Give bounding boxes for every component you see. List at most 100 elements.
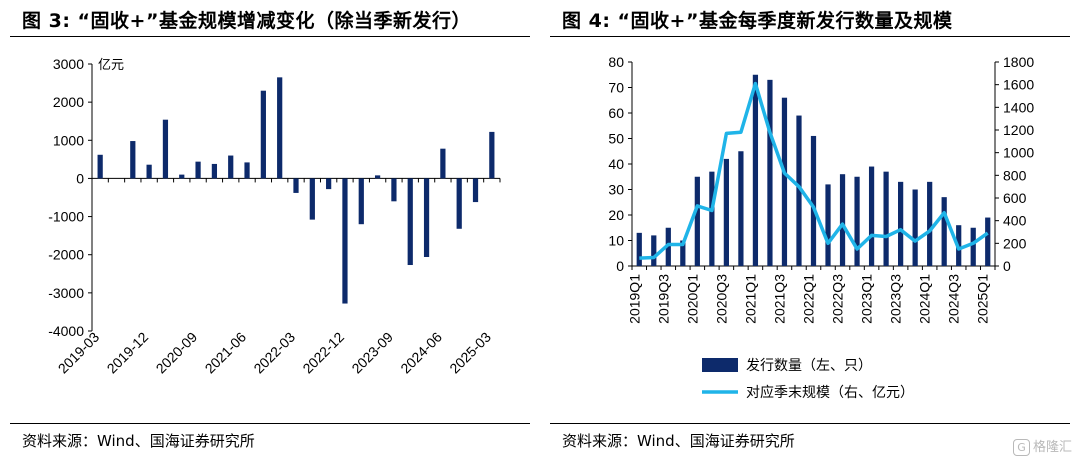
- bar: [912, 189, 918, 266]
- watermark-logo-icon: G: [1012, 439, 1030, 456]
- figure-3-source: 资料来源：Wind、国海证券研究所: [22, 432, 255, 450]
- bar: [651, 235, 657, 266]
- bar: [738, 151, 744, 266]
- y-tick-label: 1000: [53, 132, 84, 148]
- x-tick-label: 2025Q1: [975, 274, 991, 324]
- bar: [423, 178, 430, 258]
- x-tick-label: 2022-12: [299, 329, 347, 377]
- bar: [179, 174, 185, 179]
- right-y-tick-label: 600: [1003, 190, 1027, 206]
- bar: [456, 178, 462, 229]
- x-tick-label: 2021Q3: [771, 274, 787, 324]
- bar: [898, 181, 904, 266]
- legend-label-line: 对应季末规模（右、亿元）: [746, 384, 914, 400]
- figure-4-title: 图 4: “固收+”基金每季度新发行数量及规模: [562, 10, 953, 32]
- bar: [883, 171, 889, 266]
- x-tick-label: 2019Q3: [655, 274, 671, 324]
- figure-3-title: 图 3: “固收+”基金规模增减变化（除当季新发行）: [22, 10, 471, 32]
- bar: [680, 240, 686, 266]
- bar: [472, 178, 479, 203]
- y-tick-label: -1000: [48, 209, 84, 225]
- bar: [723, 158, 729, 266]
- x-tick-label: 2020Q1: [684, 274, 700, 324]
- left-y-tick-label: 10: [608, 233, 624, 249]
- left-y-tick-label: 30: [608, 182, 624, 198]
- x-tick-label: 2022Q3: [830, 274, 846, 324]
- left-y-tick-label: 50: [608, 131, 624, 147]
- left-y-tick-label: 60: [608, 105, 624, 121]
- x-tick-label: 2023Q3: [888, 274, 904, 324]
- x-tick-label: 2020Q3: [713, 274, 729, 324]
- scale-line: [639, 81, 989, 260]
- left-y-tick-label: 40: [608, 156, 624, 172]
- right-y-tick-label: 200: [1003, 235, 1027, 251]
- bar: [211, 163, 218, 179]
- left-y-tick-label: 70: [608, 80, 624, 96]
- bar: [97, 154, 103, 179]
- legend-swatch-bars: [702, 358, 738, 372]
- bar: [489, 131, 495, 179]
- watermark-text: 格隆汇: [1032, 440, 1072, 455]
- bar: [358, 178, 364, 225]
- x-tick-label: 2021Q1: [742, 274, 758, 324]
- right-y-tick-label: 1800: [1003, 54, 1034, 70]
- bar: [277, 77, 283, 179]
- left-y-tick-label: 20: [608, 207, 624, 223]
- bar: [868, 166, 875, 266]
- x-tick-label: 2024Q3: [946, 274, 962, 324]
- right-y-tick-label: 1400: [1003, 99, 1034, 115]
- x-tick-label: 2023Q1: [859, 274, 875, 324]
- bar: [941, 197, 947, 266]
- right-y-tick-label: 800: [1003, 167, 1027, 183]
- title-divider: [10, 36, 530, 37]
- right-y-tick-label: 1200: [1003, 122, 1034, 138]
- source-divider: [10, 423, 530, 424]
- bar: [752, 74, 759, 266]
- bar: [854, 176, 860, 266]
- bar: [810, 135, 817, 266]
- bar: [839, 174, 846, 266]
- right-y-tick-label: 0: [1003, 258, 1011, 274]
- bar: [709, 171, 715, 266]
- left-y-tick-label: 80: [608, 54, 624, 70]
- fund-change-bar-chart: -4000 -3000 -2000 -1000 0 1000 2000 3000 亿元 2019-…: [48, 56, 501, 377]
- bar: [195, 161, 201, 179]
- x-tick-label: 2023-09: [348, 329, 396, 377]
- x-tick-label: 2021-06: [202, 329, 250, 377]
- bar: [342, 178, 348, 304]
- bar: [228, 155, 234, 179]
- bar: [162, 119, 169, 179]
- bar: [407, 178, 413, 266]
- bar: [665, 227, 671, 266]
- bar: [244, 162, 250, 179]
- bar: [985, 217, 991, 266]
- x-tick-label: 2024Q1: [917, 274, 933, 324]
- bar: [781, 97, 788, 266]
- bar: [260, 90, 266, 179]
- bar: [130, 141, 136, 179]
- right-y-tick-label: 1000: [1003, 145, 1034, 161]
- x-tick-label: 2022Q1: [801, 274, 817, 324]
- bar: [326, 178, 332, 190]
- x-tick-label: 2020-09: [153, 329, 201, 377]
- y-unit-label: 亿元: [98, 57, 124, 72]
- right-y-tick-label: 400: [1003, 213, 1027, 229]
- y-tick-label: -4000: [48, 323, 84, 339]
- title-divider: [550, 36, 1070, 37]
- x-tick-label: 2024-06: [397, 329, 445, 377]
- y-tick-label: 2000: [53, 94, 84, 110]
- right-y-tick-label: 1600: [1003, 77, 1034, 93]
- bar: [293, 178, 299, 193]
- y-tick-label: 0: [76, 170, 84, 186]
- y-tick-label: -2000: [48, 247, 84, 263]
- bar: [694, 176, 700, 266]
- bar: [767, 79, 773, 266]
- bar: [796, 115, 802, 266]
- bar: [440, 148, 446, 179]
- x-tick-label: 2022-03: [250, 329, 298, 377]
- x-tick-label: 2019Q1: [626, 274, 642, 324]
- bar: [374, 175, 381, 179]
- bar: [970, 227, 976, 266]
- left-y-tick-label: 0: [616, 258, 624, 274]
- bar: [391, 178, 397, 202]
